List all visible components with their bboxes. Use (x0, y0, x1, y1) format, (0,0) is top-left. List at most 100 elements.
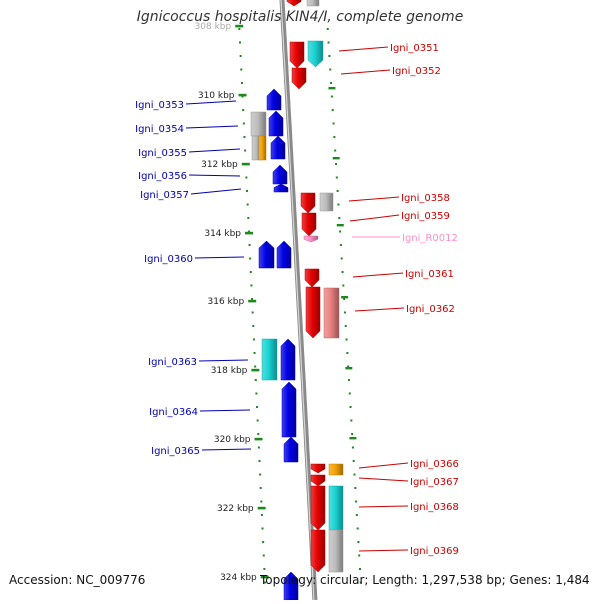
minor-tick-left (260, 514, 263, 516)
minor-tick-right (335, 176, 338, 179)
minor-tick-left (241, 95, 244, 98)
minor-tick-left (247, 230, 250, 233)
gene-cyan-down (307, 40, 324, 68)
gene-label-forward-leader (348, 196, 400, 202)
gene-label-reverse: Igni_0360 (144, 254, 193, 265)
minor-tick-left (240, 68, 243, 71)
gene-label-forward-leader (340, 69, 391, 75)
minor-tick-right (336, 190, 339, 192)
gene-label-reverse: Igni_0365 (151, 446, 200, 457)
minor-tick-left (253, 352, 256, 354)
gene-label-reverse-leader (185, 125, 239, 129)
minor-tick-left (258, 460, 261, 462)
axis-tick-label: 318 kbp (211, 366, 248, 376)
axis-tick-label: 308 kbp (195, 22, 232, 32)
minor-tick-right (339, 244, 342, 246)
minor-tick-left (259, 473, 262, 476)
minor-tick-right (355, 500, 358, 503)
gene-reverse-up (258, 240, 275, 269)
gene-forward-down (301, 212, 317, 237)
right-tick (345, 367, 353, 370)
gene-label-forward: Igni_0366 (410, 459, 459, 470)
minor-tick-left (238, 41, 241, 44)
minor-tick-right (352, 460, 355, 462)
minor-tick-left (249, 271, 252, 273)
gene-reverse-up (273, 183, 289, 193)
right-tick (328, 87, 336, 90)
minor-tick-right (347, 365, 350, 368)
minor-tick-right (334, 149, 337, 152)
gene-reverse-up (266, 88, 282, 111)
minor-tick-left (250, 284, 253, 287)
gene-label-reverse-leader (194, 256, 245, 259)
minor-tick-right (326, 28, 329, 30)
genome-summary-text: Topology: circular; Length: 1,297,538 bp… (260, 573, 590, 587)
minor-tick-left (240, 82, 243, 84)
map-title: Ignicoccus hospitalis KIN4/I, complete g… (136, 9, 464, 25)
gene-forward-down (305, 286, 321, 339)
gene-grey-box (306, 0, 320, 7)
gene-label-reverse-leader (185, 100, 237, 105)
minor-tick-right (349, 406, 352, 408)
gene-forward-down (304, 268, 320, 288)
minor-tick-right (351, 446, 354, 449)
gene-label-reverse-leader (188, 174, 241, 177)
minor-tick-left (249, 257, 252, 260)
minor-tick-left (259, 487, 262, 489)
gene-reverse-up (283, 436, 299, 463)
major-tick (251, 368, 260, 372)
minor-tick-right (358, 568, 361, 570)
gene-forward-down (300, 192, 316, 214)
gene-forward-down (286, 0, 302, 7)
minor-tick-right (328, 55, 331, 57)
minor-tick-right (343, 311, 346, 314)
major-tick (238, 93, 247, 97)
gene-label-forward: Igni_0369 (410, 546, 459, 557)
minor-tick-left (263, 568, 266, 570)
gene-label-reverse-leader (188, 148, 241, 153)
minor-tick-left (243, 136, 246, 138)
minor-tick-right (343, 298, 346, 300)
minor-tick-right (355, 514, 358, 516)
minor-tick-left (252, 325, 255, 327)
minor-tick-right (339, 230, 342, 233)
gene-label-forward-leader (349, 214, 400, 222)
axis-tick-label: 314 kbp (204, 229, 241, 239)
gene-forward-down (310, 474, 326, 487)
minor-tick-right (337, 203, 340, 206)
gene-grey-box (250, 111, 267, 137)
gene-salmon-box (323, 287, 340, 339)
gene-label-forward-leader (358, 505, 409, 508)
minor-tick-right (333, 136, 336, 138)
gene-label-forward: Igni_0351 (390, 43, 439, 54)
minor-tick-left (251, 298, 254, 300)
gene-label-reverse: Igni_0357 (140, 190, 189, 201)
minor-tick-right (330, 95, 333, 98)
gene-reverse-up (280, 338, 296, 381)
minor-tick-right (357, 541, 360, 543)
minor-tick-left (244, 149, 247, 152)
minor-tick-left (245, 176, 248, 179)
minor-tick-left (246, 203, 249, 206)
minor-tick-right (351, 433, 354, 435)
minor-tick-left (242, 122, 245, 125)
minor-tick-right (335, 163, 338, 165)
right-tick (341, 296, 349, 299)
gene-label-forward: Igni_0368 (410, 502, 459, 513)
minor-tick-right (358, 554, 361, 557)
minor-tick-left (242, 109, 245, 111)
gene-label-forward: Igni_0358 (401, 193, 450, 204)
gene-label-forward-leader (358, 477, 409, 482)
gene-label-forward: Igni_0352 (392, 66, 441, 77)
accession-text: Accession: NC_009776 (9, 573, 146, 587)
major-tick (241, 162, 250, 166)
gene-grey-box (319, 192, 334, 212)
minor-tick-right (329, 68, 332, 71)
minor-tick-right (350, 419, 353, 422)
axis-tick-label: 310 kbp (198, 91, 235, 101)
gene-reverse-up (270, 135, 286, 160)
minor-tick-left (248, 244, 251, 246)
gene-label-rna: Igni_R0012 (402, 233, 458, 244)
axis-tick-label: 316 kbp (208, 297, 245, 307)
